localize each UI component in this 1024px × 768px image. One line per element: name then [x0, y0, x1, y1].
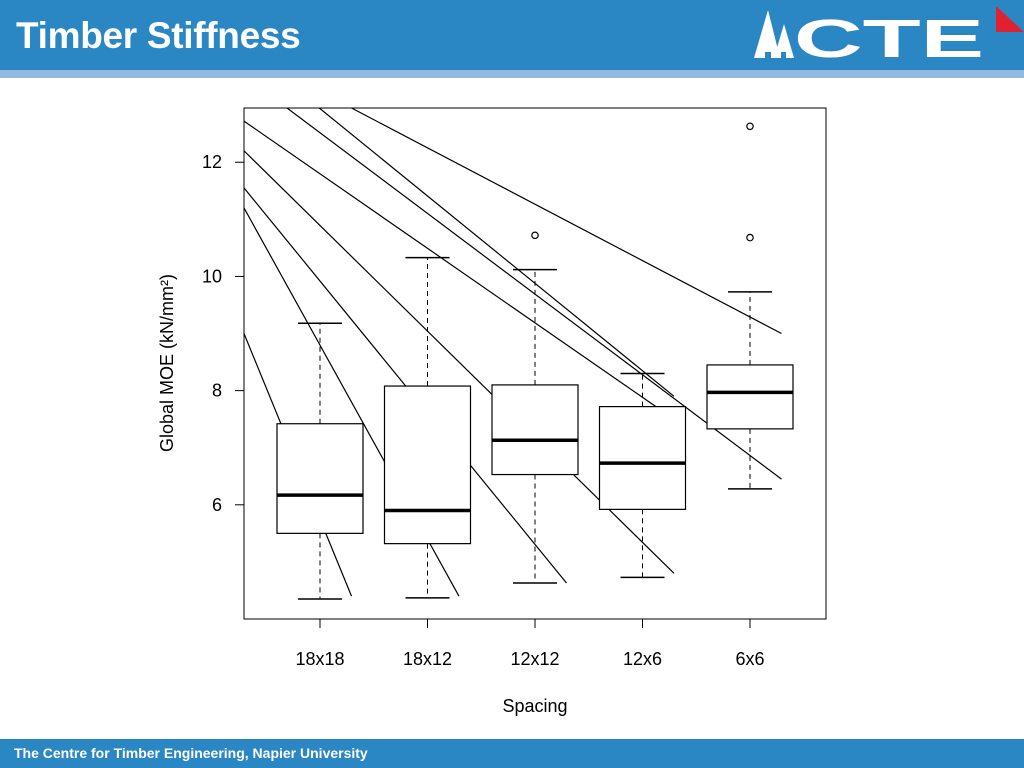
chart-area: 18x18 18x12 12x12 12x6 6x6 6 8 10 12 Spacing Glo… [0, 78, 1024, 739]
y-axis-label: Global MOE (kN/mm²) [157, 274, 177, 452]
iqr-box [383, 385, 472, 545]
boxplot-12x6 [598, 372, 687, 579]
x-axis-label: Spacing [502, 696, 567, 716]
y-tick-label: 10 [202, 266, 222, 286]
overlay-lines [244, 108, 782, 597]
boxplot-18x12 [383, 256, 472, 599]
y-tick-label: 8 [212, 381, 222, 401]
header-bar: Timber Stiffness CTE [0, 0, 1024, 70]
x-tick-label: 18x12 [403, 649, 452, 669]
iqr-box [491, 384, 579, 476]
outlier-point [746, 122, 754, 131]
footer-text: The Centre for Timber Engineering, Napie… [14, 745, 368, 761]
x-tick-label: 18x18 [295, 649, 344, 669]
axes: 18x18 18x12 12x12 12x6 6x6 6 8 10 12 [202, 152, 765, 669]
overlay-line [351, 108, 782, 335]
iqr-box [706, 364, 794, 430]
y-tick-label: 6 [212, 495, 222, 515]
page-title: Timber Stiffness [16, 15, 301, 56]
y-tick-label: 12 [202, 152, 222, 172]
outlier-point [746, 233, 754, 242]
moe-boxplot-chart: 18x18 18x12 12x12 12x6 6x6 6 8 10 12 Spacing Glo… [157, 107, 827, 716]
header-underline [0, 70, 1024, 78]
iqr-box [276, 423, 364, 534]
x-tick-label: 12x6 [623, 649, 662, 669]
cte-logo: CTE [754, 6, 1024, 62]
boxplot-12x12 [491, 231, 579, 584]
tree-icon [754, 10, 794, 60]
overlay-line [286, 108, 782, 480]
boxplot-6x6 [706, 122, 794, 490]
x-tick-label: 12x12 [510, 649, 559, 669]
overlay-line [244, 120, 675, 420]
logo-text: CTE [794, 9, 984, 62]
corner-flag-icon [996, 6, 1024, 32]
footer-bar: The Centre for Timber Engineering, Napie… [0, 739, 1024, 768]
outlier-point [531, 231, 539, 240]
x-tick-label: 6x6 [735, 649, 764, 669]
boxplots [276, 122, 794, 600]
iqr-box [598, 406, 687, 510]
overlay-line [318, 108, 675, 397]
boxplot-18x18 [276, 322, 364, 600]
